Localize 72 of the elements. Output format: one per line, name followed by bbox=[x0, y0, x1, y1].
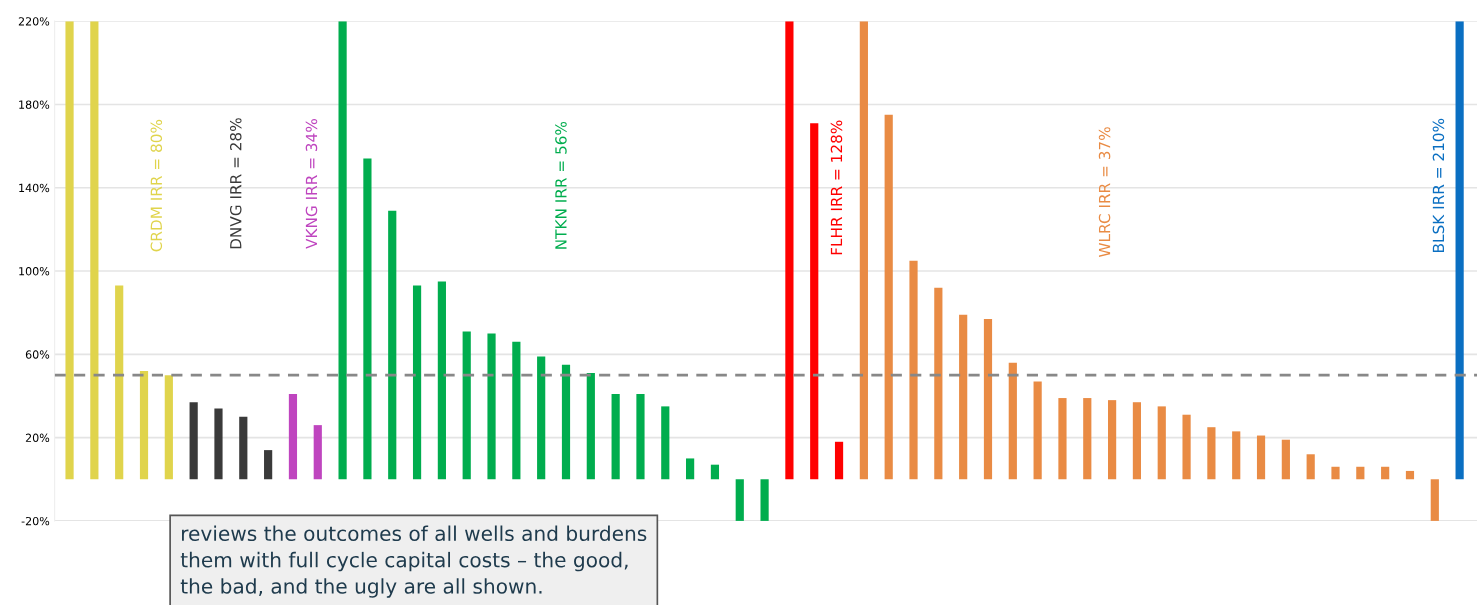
bar bbox=[710, 464, 720, 480]
bar bbox=[462, 331, 471, 480]
bar bbox=[909, 260, 918, 480]
annotation: BLSK IRR = 210% bbox=[1432, 118, 1445, 252]
bar bbox=[1182, 414, 1191, 480]
bar bbox=[561, 364, 571, 480]
bar bbox=[1232, 431, 1241, 480]
bar bbox=[1157, 406, 1166, 480]
bar bbox=[65, 21, 74, 480]
bar bbox=[735, 479, 744, 521]
annotation: NTKN IRR = 56% bbox=[555, 121, 567, 249]
bar bbox=[611, 393, 620, 480]
bar bbox=[115, 285, 124, 480]
y-tick-label: 100% bbox=[19, 267, 50, 276]
bar bbox=[164, 375, 173, 480]
bar bbox=[760, 479, 769, 521]
bar bbox=[264, 450, 273, 480]
bar bbox=[934, 287, 943, 480]
bar bbox=[139, 370, 149, 480]
bar bbox=[437, 281, 446, 480]
bar bbox=[239, 416, 248, 480]
bar bbox=[1108, 400, 1117, 480]
bar bbox=[537, 356, 546, 480]
bar bbox=[313, 425, 322, 480]
bar bbox=[1356, 466, 1365, 480]
y-tick-label: 220% bbox=[18, 17, 50, 26]
bar bbox=[884, 114, 893, 480]
bar bbox=[412, 285, 422, 480]
annotation: FLHR IRR = 128% bbox=[830, 120, 843, 255]
y-tick-label: 20% bbox=[25, 433, 50, 442]
bar bbox=[1207, 427, 1216, 480]
bar bbox=[810, 123, 819, 480]
y-tick-label: 60% bbox=[25, 350, 50, 359]
bar bbox=[189, 402, 198, 480]
annotation: WLRC IRR = 37% bbox=[1098, 127, 1111, 258]
bar bbox=[487, 333, 496, 480]
bar bbox=[1256, 435, 1266, 480]
bar bbox=[686, 458, 695, 480]
bar bbox=[586, 373, 595, 480]
bar bbox=[388, 210, 397, 480]
annotation: DNVG IRR = 28% bbox=[229, 118, 242, 249]
bar bbox=[1083, 398, 1092, 480]
bar bbox=[959, 314, 968, 480]
bar bbox=[785, 21, 794, 480]
bar bbox=[983, 318, 993, 480]
bar bbox=[661, 406, 670, 480]
bar bbox=[1455, 21, 1464, 480]
bar bbox=[512, 341, 521, 480]
bar bbox=[834, 441, 844, 480]
bar bbox=[1306, 454, 1315, 480]
y-tick-label: 140% bbox=[19, 183, 50, 193]
y-tick-label: -20% bbox=[21, 516, 50, 526]
bar bbox=[636, 393, 645, 480]
bar bbox=[1281, 439, 1290, 480]
y-tick-label: 180% bbox=[19, 100, 50, 109]
bar bbox=[1132, 402, 1142, 480]
bar bbox=[1430, 479, 1439, 521]
bar bbox=[1008, 362, 1017, 480]
bar bbox=[1331, 466, 1340, 480]
bar bbox=[90, 21, 99, 480]
bar bbox=[214, 408, 223, 480]
bar bbox=[1033, 381, 1042, 480]
annotation: VKNG IRR = 34% bbox=[305, 119, 318, 249]
bar bbox=[363, 158, 372, 480]
bar bbox=[1381, 466, 1390, 480]
bar bbox=[859, 21, 868, 480]
annotation: CRDM IRR = 80% bbox=[150, 119, 163, 252]
bar bbox=[1405, 470, 1415, 480]
text: reviews the outcomes of all wells and burdens them with full cycle capital costs – the good, the bad, and the ugly are all shown. bbox=[180, 525, 647, 598]
bar bbox=[288, 393, 298, 480]
bar bbox=[1058, 398, 1067, 480]
bar bbox=[338, 21, 347, 480]
